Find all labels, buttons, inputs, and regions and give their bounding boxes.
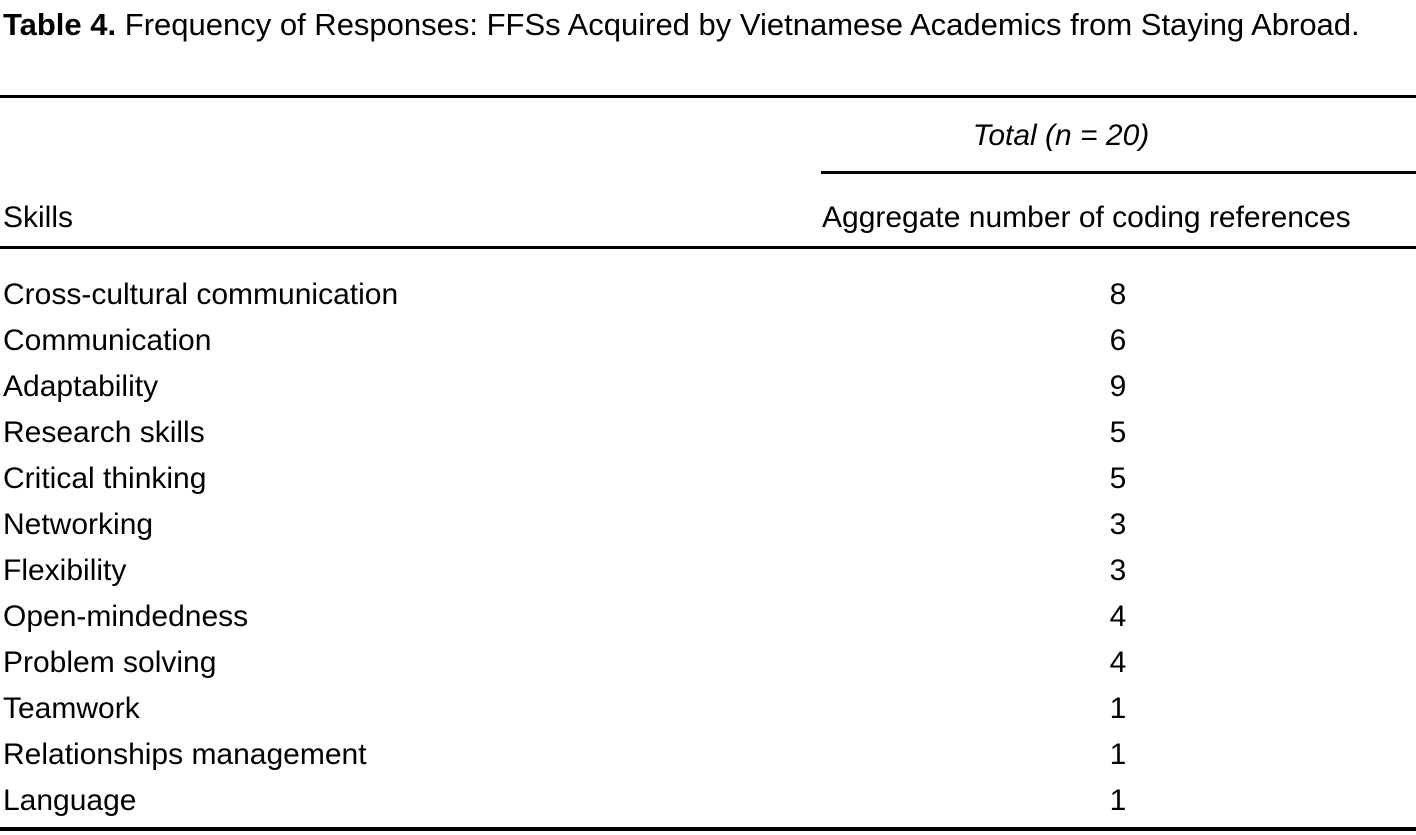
group-header-rule [821,171,1416,174]
skill-cell: Communication [3,324,212,357]
value-cell: 9 [1109,370,1127,403]
table-body: Cross-cultural communication 8 Communicati… [0,272,1416,824]
table-bottom-rule [0,827,1416,831]
skill-cell: Language [3,784,137,817]
skill-cell: Problem solving [3,646,217,679]
table-top-rule [0,95,1416,98]
table-row: Communication 6 [0,318,1416,364]
value-cell: 1 [1109,692,1127,725]
skill-cell: Teamwork [3,692,140,725]
table-row: Relationships management 1 [0,732,1416,778]
header-bottom-rule [0,246,1416,249]
table-caption-label: Table 4. [3,7,117,42]
skill-cell: Open-mindedness [3,600,249,633]
table-row: Cross-cultural communication 8 [0,272,1416,318]
skill-cell: Adaptability [3,370,159,403]
column-header-aggregate-references: Aggregate number of coding references [822,201,1351,234]
table-caption-text: Frequency of Responses: FFSs Acquired by… [125,7,1360,42]
value-cell: 5 [1109,416,1127,449]
value-cell: 6 [1109,324,1127,357]
skill-cell: Relationships management [3,738,367,771]
table-row: Adaptability 9 [0,364,1416,410]
value-cell: 8 [1109,278,1127,311]
skill-cell: Research skills [3,416,205,449]
value-cell: 3 [1109,508,1127,541]
value-cell: 5 [1109,462,1127,495]
skill-cell: Critical thinking [3,462,207,495]
table-row: Networking 3 [0,502,1416,548]
table-caption-text-body: Frequency of Responses: FFSs Acquired by… [124,7,1360,42]
table-row: Problem solving 4 [0,640,1416,686]
skill-cell: Cross-cultural communication [3,278,399,311]
value-cell: 3 [1109,554,1127,587]
skill-cell: Networking [3,508,154,541]
column-group-header-total: Total (n = 20) [972,119,1150,152]
column-header-skills: Skills [3,201,74,234]
table-row: Language 1 [0,778,1416,824]
table-row: Teamwork 1 [0,686,1416,732]
table-row: Critical thinking 5 [0,456,1416,502]
table-row: Flexibility 3 [0,548,1416,594]
value-cell: 1 [1109,738,1127,771]
table-caption: Table 4. Frequency of Responses: FFSs Ac… [3,2,1403,48]
skill-cell: Flexibility [3,554,127,587]
value-cell: 1 [1109,784,1127,817]
value-cell: 4 [1109,600,1127,633]
table-row: Research skills 5 [0,410,1416,456]
table-row: Open-mindedness 4 [0,594,1416,640]
value-cell: 4 [1109,646,1127,679]
